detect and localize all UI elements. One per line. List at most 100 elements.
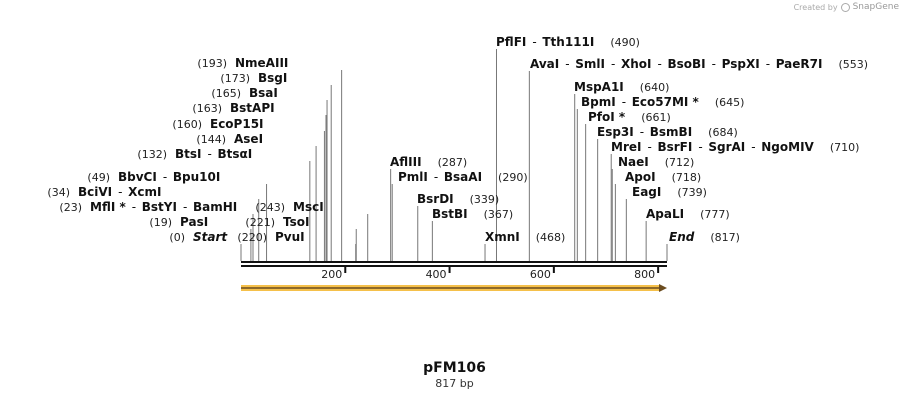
site-label[interactable]: Esp3I - BsmBI (684) <box>597 125 738 139</box>
enzyme-name: BstAPI <box>230 101 275 115</box>
site-position: (163) <box>192 102 222 115</box>
name-separator: - <box>640 125 644 139</box>
enzyme-name: BsrDI <box>417 192 454 206</box>
site-leader-lines <box>240 49 668 261</box>
site-label[interactable]: AvaI - SmlI - XhoI - BsoBI - PspXI - PaeR7I (553) <box>530 57 868 71</box>
enzyme-name: XcmI <box>128 185 161 199</box>
enzyme-name: Tth111I <box>542 35 594 49</box>
site-position: (684) <box>708 126 738 139</box>
site-position: (243) <box>255 201 285 214</box>
site-label[interactable]: (49) BbvCI - Bpu10I <box>87 170 220 184</box>
name-separator: - <box>434 170 438 184</box>
site-position: (290) <box>498 171 528 184</box>
site-position: (49) <box>87 171 110 184</box>
site-label[interactable]: (193) NmeAIII <box>197 56 288 70</box>
enzyme-name: BciVI <box>78 185 112 199</box>
enzyme-name: End <box>669 230 695 244</box>
site-position: (367) <box>484 208 514 221</box>
site-position: (468) <box>536 231 566 244</box>
enzyme-name: Start <box>193 230 228 244</box>
enzyme-name: AseI <box>234 132 263 146</box>
site-label[interactable]: MspA1I (640) <box>574 80 669 94</box>
enzyme-name: BsmBI <box>650 125 692 139</box>
enzyme-name: NaeI <box>618 155 649 169</box>
site-label[interactable]: (221) TsoI <box>245 215 309 229</box>
site-position: (712) <box>665 156 695 169</box>
name-separator: - <box>647 140 651 154</box>
site-label[interactable]: AflIII (287) <box>390 155 467 169</box>
site-label[interactable]: (144) AseI <box>196 132 263 146</box>
site-label[interactable]: (220) PvuI <box>237 230 304 244</box>
site-position: (718) <box>672 171 702 184</box>
site-label[interactable]: MreI - BsrFI - SgrAI - NgoMIV (710) <box>611 140 859 154</box>
credit-brand: SnapGene <box>852 2 899 12</box>
sequence-backbone <box>241 261 667 267</box>
site-position: (0) <box>169 231 185 244</box>
site-label[interactable]: XmnI (468) <box>485 230 565 244</box>
name-separator: - <box>611 57 615 71</box>
site-label[interactable]: ApoI (718) <box>625 170 701 184</box>
ruler-tick-label: 600 <box>530 268 551 281</box>
enzyme-name: EcoP15I <box>210 117 264 131</box>
site-label[interactable]: (163) BstAPI <box>192 101 274 115</box>
site-label[interactable]: (34) BciVI - XcmI <box>47 185 161 199</box>
enzyme-name: PfoI * <box>588 110 626 124</box>
enzyme-name: NmeAIII <box>235 56 288 70</box>
site-label[interactable]: (19) PasI <box>149 215 208 229</box>
site-label[interactable]: PmlI - BsaAI (290) <box>398 170 528 184</box>
enzyme-name: XhoI <box>621 57 652 71</box>
site-position: (645) <box>715 96 745 109</box>
site-label[interactable]: PfoI * (661) <box>588 110 671 124</box>
site-label[interactable]: (0) Start <box>169 230 228 244</box>
enzyme-name: SmlI <box>575 57 605 71</box>
plasmid-name: pFM106 <box>423 360 486 376</box>
site-position: (339) <box>470 193 500 206</box>
name-separator: - <box>698 140 702 154</box>
site-label[interactable]: (160) EcoP15I <box>172 117 263 131</box>
site-label[interactable]: PflFI - Tth111I (490) <box>496 35 640 49</box>
enzyme-name: ApoI <box>625 170 656 184</box>
enzyme-name: BstBI <box>432 207 468 221</box>
credit-prefix: Created by <box>793 2 838 12</box>
site-label[interactable]: (165) BsaI <box>211 86 277 100</box>
site-position: (661) <box>641 111 671 124</box>
site-label[interactable]: EagI (739) <box>632 185 707 199</box>
site-label[interactable]: (132) BtsI - BtsαI <box>137 147 252 161</box>
enzyme-name: Eco57MI * <box>632 95 700 109</box>
site-position: (817) <box>710 231 740 244</box>
name-separator: - <box>208 147 212 161</box>
enzyme-name: PaeR7I <box>776 57 823 71</box>
name-separator: - <box>766 57 770 71</box>
enzyme-name: XmnI <box>485 230 520 244</box>
site-position: (144) <box>196 133 226 146</box>
enzyme-name: PspXI <box>722 57 760 71</box>
enzyme-name: BamHI <box>193 200 237 214</box>
site-label[interactable]: (243) MscI <box>255 200 323 214</box>
site-position: (490) <box>610 36 640 49</box>
ruler-tick-label: 200 <box>321 268 342 281</box>
site-label[interactable]: (173) BsgI <box>220 71 287 85</box>
site-label[interactable]: BsrDI (339) <box>417 192 499 206</box>
site-label[interactable]: (23) MflI * - BstYI - BamHI <box>59 200 237 214</box>
enzyme-name: BtsαI <box>218 147 253 161</box>
feature-arrow[interactable] <box>241 284 667 292</box>
enzyme-name: PasI <box>180 215 208 229</box>
name-separator: - <box>132 200 136 214</box>
name-separator: - <box>712 57 716 71</box>
site-position: (287) <box>438 156 468 169</box>
site-label[interactable]: NaeI (712) <box>618 155 694 169</box>
name-separator: - <box>565 57 569 71</box>
site-position: (710) <box>830 141 860 154</box>
site-label[interactable]: End (817) <box>669 230 740 244</box>
name-separator: - <box>183 200 187 214</box>
site-label[interactable]: ApaLI (777) <box>646 207 730 221</box>
enzyme-name: Bpu10I <box>173 170 220 184</box>
site-label[interactable]: BstBI (367) <box>432 207 513 221</box>
site-position: (160) <box>172 118 202 131</box>
site-position: (132) <box>137 148 167 161</box>
enzyme-name: BsaI <box>249 86 278 100</box>
site-labels: (0) Start(19) PasI(23) MflI * - BstYI - BamHI(3… <box>47 35 868 244</box>
site-label[interactable]: BpmI - Eco57MI * (645) <box>581 95 744 109</box>
enzyme-name: AflIII <box>390 155 422 169</box>
site-position: (19) <box>149 216 172 229</box>
